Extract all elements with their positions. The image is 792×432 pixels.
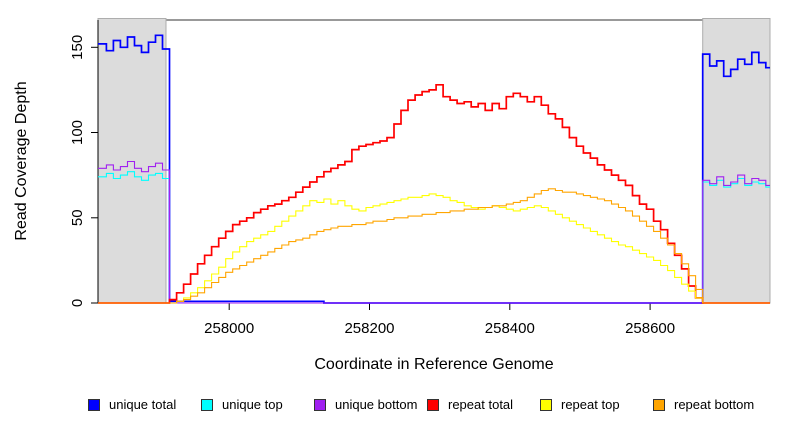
legend-swatch-repeat-bottom	[653, 398, 665, 411]
legend-swatch-unique-bottom	[314, 398, 326, 411]
legend-swatch-unique-total	[88, 398, 100, 411]
series-line-unique-bottom	[98, 160, 770, 304]
legend-label: unique top	[222, 397, 283, 412]
series-line-unique-total	[98, 34, 770, 304]
legend-swatch-unique-top	[201, 398, 213, 411]
y-tick-label: 50	[69, 209, 86, 226]
legend-label: repeat bottom	[674, 397, 755, 412]
legend-label: unique total	[109, 397, 177, 412]
x-tick-label: 258200	[344, 320, 394, 337]
legend-item-unique-bottom: unique bottom	[314, 397, 427, 412]
legend-item-repeat-top: repeat top	[540, 397, 653, 412]
legend-item-unique-total: unique total	[88, 397, 201, 412]
series-line-repeat-top	[98, 193, 770, 304]
legend-item-repeat-total: repeat total	[427, 397, 540, 412]
unique-region-left	[97, 18, 167, 304]
x-tick-label: 258000	[204, 320, 254, 337]
plot-border	[97, 19, 771, 304]
legend: unique total unique top unique bottom repea…	[88, 397, 766, 412]
y-tick-label: 150	[69, 35, 86, 60]
y-axis-title: Read Coverage Depth	[13, 81, 30, 241]
legend-swatch-repeat-top	[540, 398, 552, 411]
series-line-repeat-bottom	[98, 188, 770, 304]
legend-item-unique-top: unique top	[201, 397, 314, 412]
x-tick-label: 258600	[625, 320, 675, 337]
legend-item-repeat-bottom: repeat bottom	[653, 397, 766, 412]
legend-label: repeat top	[561, 397, 620, 412]
x-axis-title: Coordinate in Reference Genome	[314, 356, 554, 373]
unique-region-right	[702, 18, 771, 304]
series-line-unique-top	[98, 171, 770, 304]
y-tick-label: 100	[69, 120, 86, 145]
series-line-repeat-total	[98, 83, 770, 304]
y-tick-label: 0	[69, 299, 86, 307]
legend-label: unique bottom	[335, 397, 418, 412]
legend-label: repeat total	[448, 397, 514, 412]
legend-swatch-repeat-total	[427, 398, 439, 411]
x-tick-label: 258400	[485, 320, 535, 337]
